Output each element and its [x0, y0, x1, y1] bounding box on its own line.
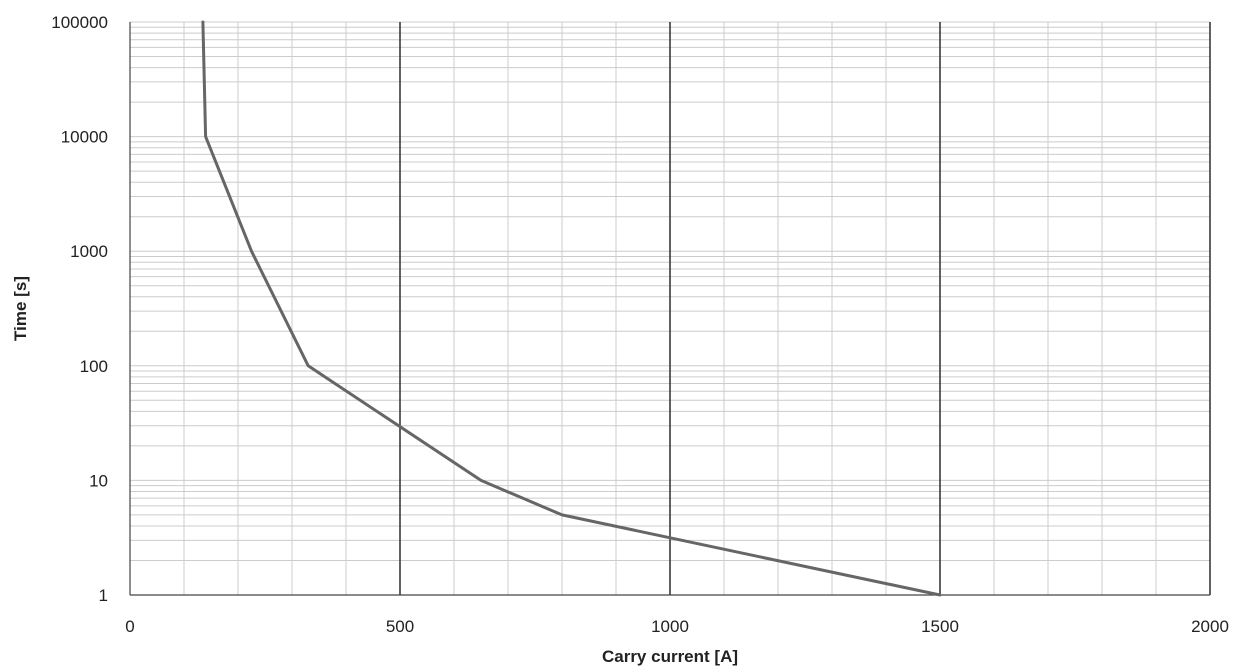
y-tick-label: 10000: [61, 128, 108, 147]
grid: [129, 21, 1211, 596]
series-line: [201, 20, 942, 597]
y-tick-label: 1000: [70, 242, 108, 261]
x-tick-label: 500: [386, 617, 414, 636]
x-axis-title: Carry current [A]: [602, 647, 738, 666]
x-tick-label: 2000: [1191, 617, 1229, 636]
x-tick-label: 0: [125, 617, 134, 636]
series-layer: [201, 20, 942, 597]
y-axis-title: Time [s]: [11, 276, 30, 341]
y-axis-ticks: 1 10 100 1000 10000 100000: [51, 13, 108, 605]
x-tick-label: 1000: [651, 617, 689, 636]
y-tick-label: 100000: [51, 13, 108, 32]
y-tick-label: 100: [80, 357, 108, 376]
x-axis-ticks: 0 500 1000 1500 2000: [125, 617, 1229, 636]
y-tick-label: 10: [89, 471, 108, 490]
x-tick-label: 1500: [921, 617, 959, 636]
y-tick-label: 1: [99, 586, 108, 605]
